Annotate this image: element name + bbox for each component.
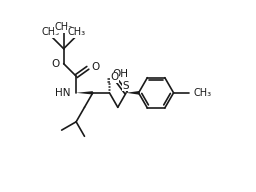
Polygon shape: [126, 91, 140, 95]
Text: CH₃: CH₃: [55, 22, 73, 32]
Text: O: O: [51, 59, 59, 69]
Polygon shape: [76, 91, 93, 94]
Text: O: O: [91, 62, 100, 72]
Text: CH₃: CH₃: [67, 27, 85, 37]
Text: OH: OH: [112, 69, 128, 79]
Text: CH₃: CH₃: [41, 27, 59, 37]
Text: S: S: [123, 81, 130, 91]
Text: CH₃: CH₃: [193, 88, 211, 98]
Text: O: O: [110, 72, 118, 82]
Text: HN: HN: [55, 88, 70, 98]
